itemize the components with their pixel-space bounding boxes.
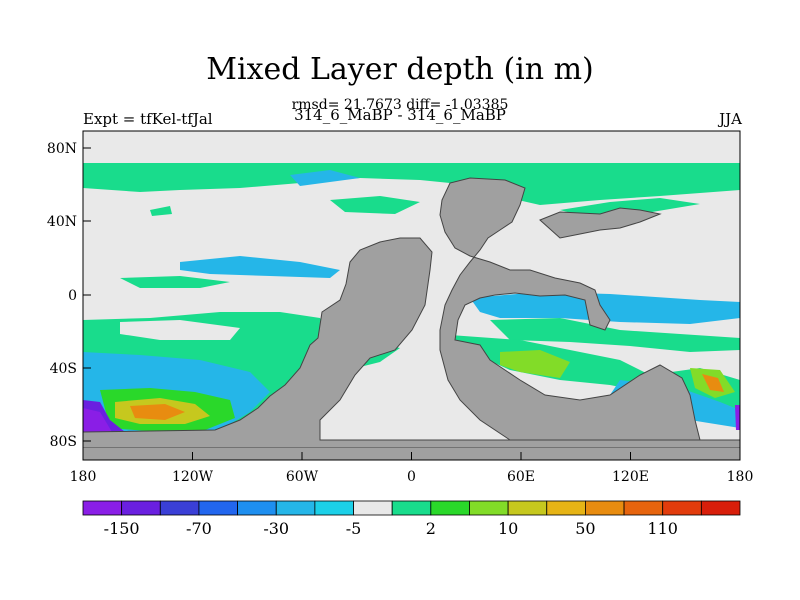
lon-tick-label: 0 <box>407 469 416 485</box>
colorbar-swatch <box>662 500 702 516</box>
north-band <box>83 163 740 205</box>
land-africa-eurasia <box>439 177 701 441</box>
lat-tick-label: 40N <box>47 214 77 230</box>
colorbar-swatch <box>237 500 277 516</box>
lon-tick-label: 180 <box>70 469 97 485</box>
lat-tick-label: 40S <box>50 361 77 377</box>
lat-tick-label: 0 <box>68 288 77 304</box>
colorbar-swatch <box>585 500 625 516</box>
season-label: JJA <box>719 110 742 128</box>
colorbar-swatch <box>159 500 200 516</box>
land-asia-east <box>539 207 662 239</box>
north-pac-blob <box>150 206 172 216</box>
south-pac-purple-deep <box>83 408 112 438</box>
colorbar-label: -70 <box>186 519 212 538</box>
colorbar-swatch <box>198 500 238 516</box>
colorbar-label: -150 <box>104 519 140 538</box>
colorbar-label: 10 <box>498 519 518 538</box>
colorbar-swatch <box>469 500 509 516</box>
colorbar-swatch <box>507 500 548 516</box>
colorbar-swatch <box>391 500 432 516</box>
run-subtitle: 314_6_MaBP - 314_6_MaBP <box>294 106 506 124</box>
colorbar-swatch <box>353 500 393 516</box>
lon-tick-label: 60E <box>507 469 535 485</box>
longitude-axis: 180 120W 60W 0 60E 120E 180 <box>70 452 754 485</box>
south-ind-lime <box>500 350 570 378</box>
colorbar: -150 -70 -30 -5 2 10 50 110 <box>82 500 741 538</box>
north-atl-blob <box>330 196 420 214</box>
lat-tick-label: 80N <box>47 141 77 157</box>
mixed-layer-field <box>83 131 740 460</box>
colorbar-swatch <box>700 500 741 516</box>
experiment-label: Expt = tfKel-tfJal <box>83 110 213 128</box>
colorbar-label: -5 <box>346 519 362 538</box>
colorbar-swatch <box>82 500 123 516</box>
latitude-axis: 80N 40N 0 40S 80S <box>47 141 91 450</box>
tropic-pac-band2 <box>120 276 230 288</box>
stats-subtitle: rmsd= 21.7673 diff= -1.03385 <box>291 97 509 113</box>
indian-band2 <box>490 318 740 352</box>
north-band-east <box>560 198 700 218</box>
plot-title: Mixed Layer depth (in m) <box>206 52 594 87</box>
colorbar-swatch <box>314 500 354 516</box>
indian-band <box>470 292 740 324</box>
south-pac-white <box>120 320 240 340</box>
colorbar-label: 2 <box>426 519 436 538</box>
colorbar-label: -30 <box>263 519 289 538</box>
lon-tick-label: 60W <box>286 469 319 485</box>
colorbar-swatch <box>275 500 316 516</box>
colorbar-swatch <box>623 500 664 516</box>
colorbar-label: 50 <box>575 519 595 538</box>
south-ind-purple <box>735 405 740 430</box>
lat-tick-label: 80S <box>50 434 77 450</box>
lon-tick-label: 120W <box>172 469 214 485</box>
colorbar-swatch <box>121 500 161 516</box>
tropic-pac-band <box>180 256 340 278</box>
colorbar-swatch <box>430 500 470 516</box>
lon-tick-label: 120E <box>612 469 649 485</box>
lon-tick-label: 180 <box>727 469 754 485</box>
colorbar-label: 110 <box>647 519 678 538</box>
south-pac-orange <box>130 404 185 420</box>
land-americas <box>83 237 740 449</box>
colorbar-swatch <box>546 500 586 516</box>
north-band-blue <box>290 170 360 186</box>
south-ind-orange <box>702 374 724 392</box>
